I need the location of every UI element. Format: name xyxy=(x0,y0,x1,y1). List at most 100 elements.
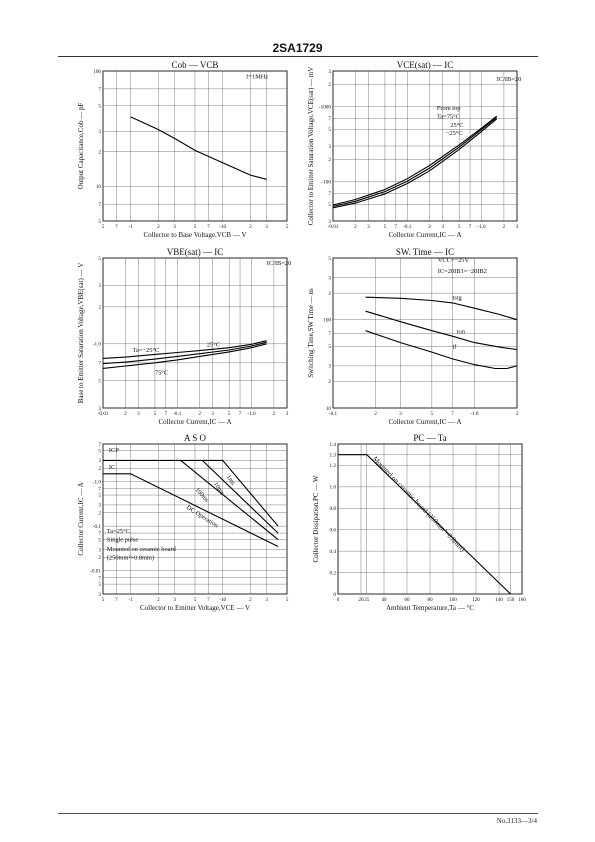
y-tick-label: 3 xyxy=(98,503,101,509)
chart-sw_time: -0.1 2 3 5 7 -1.0 2 10 2 3 5 7 100 2 3 5 SW. Time — IC Co… xyxy=(307,247,519,426)
y-tick-label: 3 xyxy=(328,364,331,370)
series-line-3 xyxy=(365,330,518,370)
x-tick-label: 3 xyxy=(367,224,370,230)
series-line-1 xyxy=(130,116,267,180)
x-tick-label: 2 xyxy=(428,224,431,230)
x-tick-label: -0.01 xyxy=(98,411,109,417)
x-tick-label: 2 xyxy=(273,411,276,417)
x-tick-label: 80 xyxy=(427,597,433,603)
chart-annotation: tstg xyxy=(453,294,463,301)
y-tick-label: 2 xyxy=(98,149,101,155)
x-tick-label: 2 xyxy=(157,597,160,603)
chart-annotation: DC Operation xyxy=(185,504,220,529)
x-tick-label: 3 xyxy=(211,411,214,417)
y-tick-label: 3 xyxy=(98,283,101,289)
y-tick-label: 3 xyxy=(328,69,331,75)
y-tick-label: 3 xyxy=(328,275,331,281)
chart-annotation: IC/IB=20 xyxy=(497,76,522,83)
chart-vce_sat: -0.01 2 3 5 7 -0.1 2 3 5 7 -1.0 2 3 3 5 7 -100 2 3 5 7 -1000 2… xyxy=(307,60,521,239)
chart-annotation: Mounted on ceramic board (250mm²×0.8mm) xyxy=(371,455,467,554)
x-axis-label: Collector to Emitter Voltage,VCE — V xyxy=(140,604,250,612)
y-tick-label: 2 xyxy=(328,157,331,163)
x-tick-label: -10 xyxy=(219,597,226,603)
y-tick-label: 1.4 xyxy=(330,442,337,448)
x-tick-label: 40 xyxy=(381,597,387,603)
y-tick-label: 0.8 xyxy=(330,506,337,512)
x-tick-label: 7 xyxy=(469,224,472,230)
x-tick-label: 3 xyxy=(265,597,268,603)
footer-rule xyxy=(58,813,538,814)
x-tick-label: 2 xyxy=(157,224,160,230)
y-tick-label: -1.0 xyxy=(93,342,102,348)
x-tick-label: 2 xyxy=(249,224,252,230)
x-tick-label: 20 xyxy=(358,597,364,603)
chart-annotation: 100ms xyxy=(194,487,211,505)
x-tick-label: 5 xyxy=(194,597,197,603)
y-tick-label: 2 xyxy=(98,555,101,561)
x-tick-label: 25 xyxy=(364,597,370,603)
y-tick-label: 3 xyxy=(98,129,101,135)
x-tick-label: 2 xyxy=(503,224,506,230)
x-tick-label: 0 xyxy=(337,597,340,603)
x-axis-label: Ambient Temperature,Ta — °C xyxy=(386,604,474,612)
series-line-1 xyxy=(103,459,279,527)
y-tick-label: 1.0 xyxy=(330,485,337,491)
x-tick-label: 5 xyxy=(286,597,289,603)
y-tick-label: 3 xyxy=(328,144,331,150)
y-tick-label: 7 xyxy=(328,331,331,337)
y-tick-label: 5 xyxy=(328,344,331,350)
chart-annotation: From top xyxy=(437,105,461,112)
chart-title: PC — Ta xyxy=(413,433,446,443)
y-tick-label: 7 xyxy=(98,486,101,492)
x-tick-label: 7 xyxy=(451,411,454,417)
x-tick-label: 3 xyxy=(265,224,268,230)
y-tick-label: 5 xyxy=(98,448,101,454)
chart-annotation: VCC=−25V xyxy=(438,257,470,264)
x-tick-label: 5 xyxy=(458,224,461,230)
series-line-2 xyxy=(332,117,498,207)
x-tick-label: 5 xyxy=(286,224,289,230)
y-tick-label: 3 xyxy=(328,219,331,225)
y-tick-label: 100 xyxy=(323,318,331,324)
x-tick-label: 2 xyxy=(124,411,127,417)
chart-annotation: 1ms xyxy=(225,474,237,487)
y-tick-label: 0.6 xyxy=(330,528,337,534)
chart-annotation: (250mm²×0.8mm) xyxy=(107,554,154,561)
y-axis-label: Output Capacitance,Cob — pF xyxy=(77,103,85,190)
y-tick-label: 2 xyxy=(98,511,101,517)
y-tick-label: 7 xyxy=(98,87,101,93)
chart-annotation: f=1MHz xyxy=(246,74,268,81)
series-line-3 xyxy=(102,343,267,369)
x-tick-label: 5 xyxy=(384,224,387,230)
y-tick-label: 5 xyxy=(98,379,101,385)
y-tick-label: 100 xyxy=(93,69,101,75)
x-tick-label: 2 xyxy=(198,411,201,417)
y-tick-label: 7 xyxy=(98,202,101,208)
x-tick-label: -0.1 xyxy=(173,411,182,417)
series-line-3 xyxy=(180,459,279,541)
x-tick-label: 7 xyxy=(164,411,167,417)
y-tick-label: 5 xyxy=(98,582,101,588)
document-number: No.3133—3/4 xyxy=(496,817,537,825)
y-axis-label: Base to Emitter Saturation Voltage,VBE(s… xyxy=(77,263,85,404)
x-tick-label: 5 xyxy=(102,597,105,603)
x-tick-label: -0.1 xyxy=(329,411,338,417)
x-tick-label: 3 xyxy=(286,411,289,417)
chart-annotation: tf xyxy=(453,344,458,351)
x-tick-label: 160 xyxy=(518,597,526,603)
y-tick-label: 5 xyxy=(98,537,101,543)
series-line-1 xyxy=(338,454,511,595)
plot-frame xyxy=(102,257,288,409)
series-line-2 xyxy=(365,310,518,351)
chart-annotation: Mounted on ceramic board xyxy=(107,546,177,553)
chart-annotation: ICP xyxy=(109,447,119,454)
y-tick-label: -0.1 xyxy=(93,524,102,530)
header-rule xyxy=(58,56,538,57)
x-tick-label: -1 xyxy=(129,224,134,230)
x-tick-label: 3 xyxy=(516,224,519,230)
x-tick-label: 2 xyxy=(354,224,357,230)
x-axis-label: Collector Current,IC — A xyxy=(388,418,461,426)
x-tick-label: 3 xyxy=(173,597,176,603)
